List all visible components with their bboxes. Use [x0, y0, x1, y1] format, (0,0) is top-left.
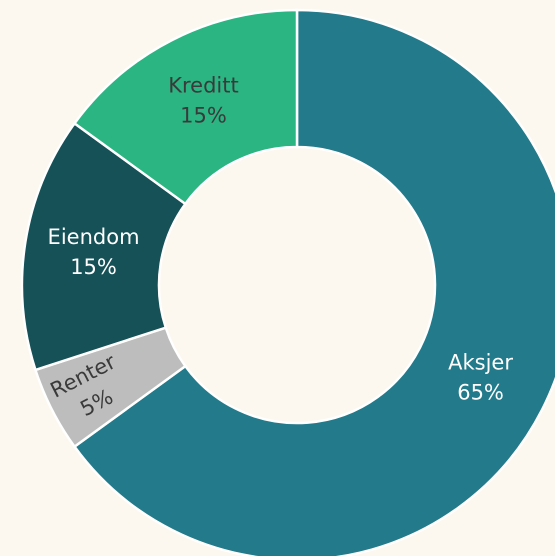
slice-value: 15%	[180, 103, 227, 127]
slice-category: Kreditt	[168, 73, 239, 97]
slice-label: Eiendom 15%	[48, 225, 140, 279]
slice-value: 65%	[457, 381, 504, 405]
slice-category: Eiendom	[48, 225, 140, 249]
donut-slice	[72, 8, 299, 206]
slice-label: Aksjer 65%	[448, 351, 513, 405]
donut-slice	[20, 121, 188, 372]
slice-label: Kreditt 15%	[168, 73, 239, 127]
donut-slice	[72, 8, 555, 556]
slice-category: Aksjer	[448, 351, 513, 375]
slice-value: 15%	[70, 255, 117, 279]
